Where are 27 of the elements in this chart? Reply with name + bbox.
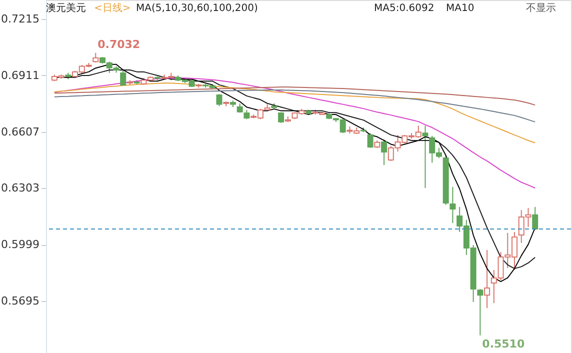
annotation: MA10 [446,3,474,14]
y-tick-label: 0.6303 [1,182,40,195]
annotation: MA(5,10,30,60,100,200) [136,3,258,14]
annotation: 不显示 [526,3,556,14]
y-tick-label: 0.6607 [1,125,40,138]
y-tick-label: 0.5695 [1,294,40,308]
candlestick [484,249,490,309]
candlestick [244,109,250,120]
annotation: 0.7032 [98,38,140,51]
candlestick [216,94,222,107]
candlestick [92,52,99,64]
candlestick [477,288,484,336]
y-tick-label: 0.5999 [1,238,40,252]
line-series [54,90,536,122]
chart-title: 澳元美元 [46,2,86,14]
candlestick [381,139,388,166]
candlestick [422,125,428,189]
annotation: MA5:0.6092 [374,3,434,14]
line-series [54,86,536,106]
candlestick [532,206,538,230]
annotation: 0.5510 [482,337,525,350]
y-tick-label: 0.7215 [1,12,40,26]
y-tick-label: 0.6911 [1,68,40,82]
candlestick [450,186,456,224]
chart-subtitle: <日线> [94,2,131,14]
candlestick [367,132,374,148]
candlestick [120,68,126,86]
